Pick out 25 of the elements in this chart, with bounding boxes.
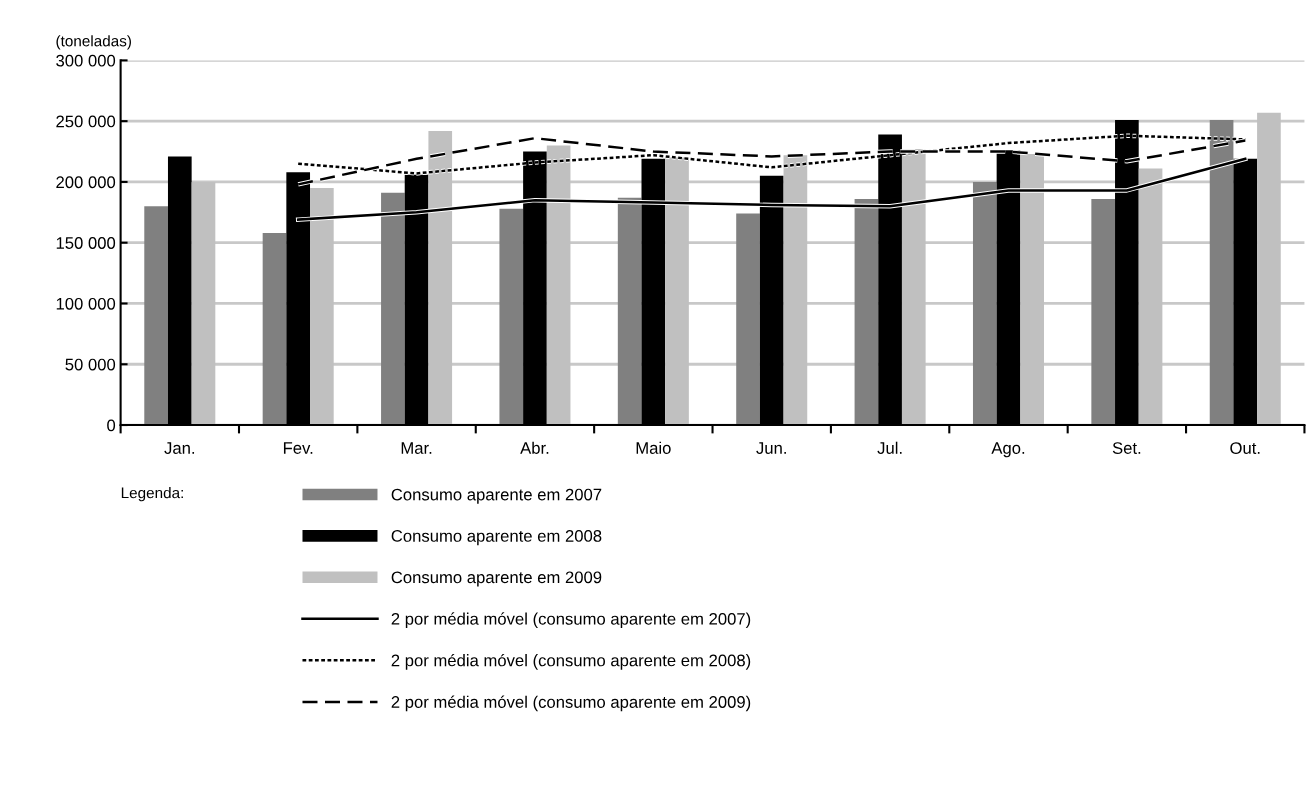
legend-title: Legenda: — [121, 487, 183, 502]
x-tick-label: Jul. — [877, 441, 902, 454]
y-axis-title: (toneladas) — [56, 35, 131, 50]
legend-label: Consumo aparente em 2009 — [391, 571, 602, 587]
y-tick-label: 250 000 — [56, 115, 116, 128]
legend-label: 2 por média móvel (consumo aparente em 2008) — [391, 653, 751, 670]
y-tick-label: 200 000 — [56, 176, 116, 189]
x-tick-label: Maio — [636, 441, 671, 454]
legend-label: Consumo aparente em 2007 — [391, 488, 602, 504]
x-tick-label: Mar. — [401, 442, 432, 454]
legend-label: 2 por média móvel (consumo aparente em 2009) — [391, 695, 751, 712]
y-tick-label: 150 000 — [56, 237, 116, 249]
y-tick-label: 50 000 — [65, 358, 116, 371]
legend-label: 2 por média móvel (consumo aparente em 2007) — [391, 612, 751, 629]
x-tick-label: Set. — [1112, 442, 1141, 454]
x-tick-label: Jun. — [756, 442, 786, 454]
x-tick-label: Ago. — [991, 442, 1025, 458]
x-tick-label: Fev. — [283, 442, 313, 454]
y-tick-label: 0 — [107, 419, 116, 432]
x-tick-label: Abr. — [520, 441, 549, 454]
y-tick-label: 300 000 — [56, 54, 116, 67]
legend-label: Consumo aparente em 2008 — [391, 530, 602, 546]
y-tick-label: 100 000 — [56, 297, 116, 310]
x-tick-label: Out. — [1230, 442, 1260, 454]
x-tick-label: Jan. — [164, 442, 195, 454]
